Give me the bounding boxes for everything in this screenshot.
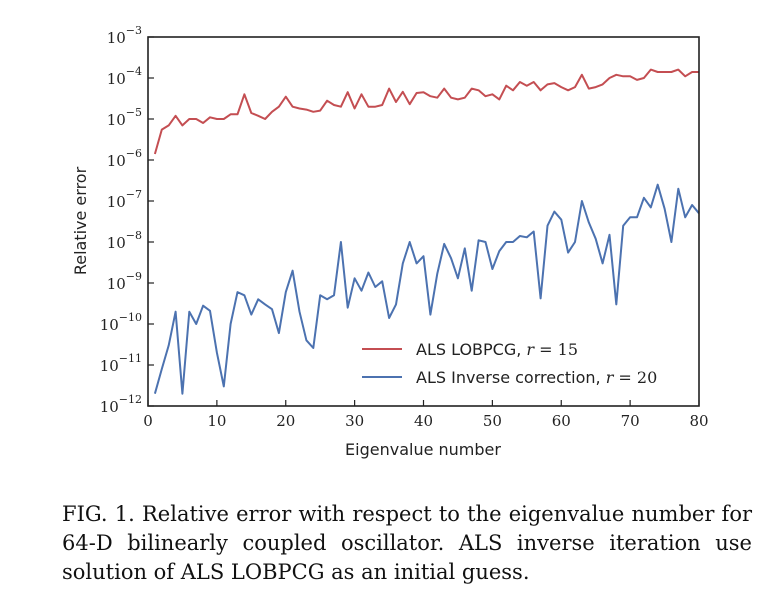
y-tick-label: 10−9 — [107, 270, 142, 293]
series-line-1 — [153, 68, 699, 155]
y-tick-label: 10−3 — [107, 24, 142, 47]
series-line-2 — [153, 183, 700, 395]
ticks-layer: 0 10 20 30 40 50 60 70 80 10−3 10−4 10−5 10−6 10−7 10−… — [100, 24, 709, 430]
y-tick-label: 10−10 — [100, 311, 142, 334]
legend-label-1: ALS LOBPCG, r = 15 — [416, 340, 578, 359]
x-axis-label: Eigenvalue number — [345, 440, 501, 459]
x-tick-label: 50 — [483, 412, 502, 430]
y-tick-label: 10−5 — [107, 106, 142, 129]
x-tick-label: 40 — [414, 412, 433, 430]
y-axis-label: Relative error — [71, 166, 90, 275]
x-tick-label: 10 — [207, 412, 226, 430]
relative-error-chart: 0 10 20 30 40 50 60 70 80 10−3 10−4 10−5 10−6 10−7 10−… — [71, 24, 709, 459]
y-tick-label: 10−4 — [107, 65, 142, 88]
legend-label-2: ALS Inverse correction, r = 20 — [416, 368, 657, 387]
y-tick-label: 10−11 — [100, 352, 142, 375]
y-tick-label: 10−12 — [100, 393, 142, 416]
legend: ALS LOBPCG, r = 15 ALS Inverse correction… — [362, 340, 657, 387]
y-tick-label: 10−6 — [107, 147, 142, 170]
x-tick-label: 30 — [345, 412, 364, 430]
x-tick-label: 70 — [621, 412, 640, 430]
x-tick-label: 20 — [276, 412, 295, 430]
series-layer — [153, 68, 700, 395]
x-tick-label: 60 — [552, 412, 571, 430]
figure-caption: FIG. 1. Relative error with respect to t… — [62, 502, 752, 584]
y-tick-label: 10−7 — [107, 188, 142, 211]
x-tick-label: 0 — [143, 412, 153, 430]
y-tick-label: 10−8 — [107, 229, 142, 252]
x-tick-label: 80 — [689, 412, 708, 430]
